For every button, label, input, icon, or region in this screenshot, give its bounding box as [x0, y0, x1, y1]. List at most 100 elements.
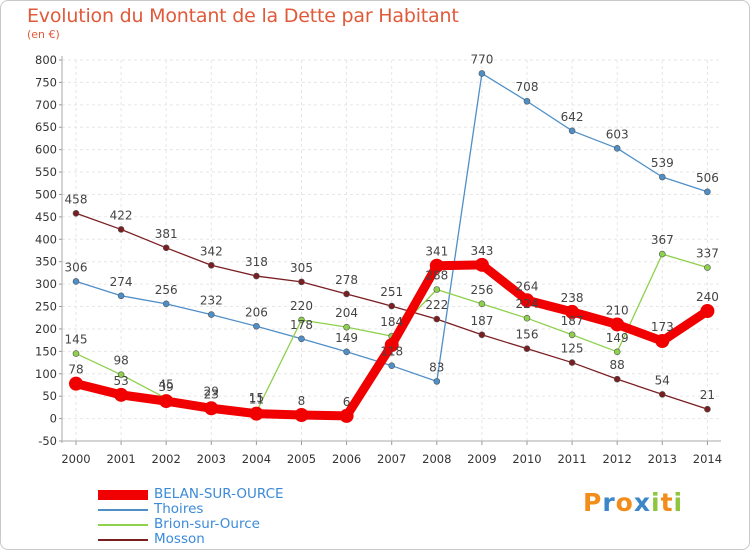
- y-tick-label: 100: [35, 367, 57, 381]
- x-tick-label: 2002: [152, 452, 181, 466]
- data-point: [523, 345, 531, 352]
- legend-swatch-thoires: [98, 509, 148, 511]
- legend-label-brion: Brion-sur-Ource: [154, 516, 260, 532]
- data-label: 305: [290, 261, 313, 275]
- y-tick-label: 650: [35, 120, 57, 134]
- legend-item-thoires[interactable]: Thoires: [98, 501, 358, 517]
- data-label: 506: [696, 171, 719, 185]
- data-point: [700, 304, 715, 319]
- data-label: 381: [155, 227, 178, 241]
- y-tick-label: 450: [35, 210, 57, 224]
- legend-swatch-belan: [98, 490, 148, 500]
- data-point: [384, 338, 399, 353]
- data-label: 341: [425, 245, 448, 259]
- data-label: 21: [700, 388, 715, 402]
- y-tick-label: 550: [35, 165, 57, 179]
- data-label: 23: [204, 387, 219, 401]
- data-point: [298, 278, 305, 286]
- data-point: [658, 250, 666, 258]
- data-point: [704, 405, 711, 413]
- y-tick-label: 250: [35, 300, 57, 314]
- data-point: [568, 359, 576, 366]
- data-label: 220: [290, 299, 313, 313]
- data-label: 603: [606, 127, 629, 141]
- y-tick-label: 600: [35, 143, 57, 157]
- data-label: 206: [245, 305, 268, 319]
- data-point: [117, 292, 125, 300]
- data-label: 8: [298, 394, 306, 408]
- data-point: [72, 209, 80, 217]
- data-point: [613, 348, 621, 356]
- data-point: [565, 304, 580, 319]
- y-tick-label: 200: [35, 322, 57, 336]
- logo-letter: r: [602, 488, 616, 517]
- data-point: [568, 127, 576, 135]
- data-label: 54: [655, 373, 670, 387]
- data-point: [478, 70, 486, 77]
- data-label: 173: [651, 320, 674, 334]
- data-label: 274: [110, 275, 133, 289]
- data-point: [159, 394, 174, 409]
- legend-swatch-mosson: [98, 539, 148, 541]
- x-tick-label: 2014: [693, 452, 722, 466]
- data-label: 15: [249, 391, 264, 405]
- data-point: [208, 261, 215, 269]
- data-label: 238: [561, 291, 584, 305]
- y-tick-label: 400: [35, 232, 57, 246]
- y-tick-label: 700: [35, 98, 57, 112]
- data-point: [433, 315, 441, 323]
- data-point: [433, 378, 441, 385]
- y-tick-label: 350: [35, 255, 57, 269]
- logo-letter: i: [673, 488, 684, 517]
- legend-item-mosson[interactable]: Mosson: [98, 531, 358, 547]
- data-label: 422: [110, 208, 133, 222]
- data-point: [298, 316, 305, 324]
- data-point: [72, 350, 80, 357]
- logo-letter: i: [651, 488, 661, 517]
- data-point: [704, 188, 711, 196]
- data-label: 204: [335, 306, 358, 320]
- logo-letter: o: [615, 488, 634, 517]
- y-tick-label: 500: [35, 187, 57, 201]
- y-tick-label: 0: [50, 412, 57, 426]
- data-point: [478, 300, 486, 308]
- y-tick-label: 800: [35, 53, 57, 67]
- logo-letter: P: [583, 488, 603, 517]
- data-point: [69, 376, 83, 391]
- legend-item-brion[interactable]: Brion-sur-Ource: [98, 516, 358, 532]
- data-point: [613, 375, 621, 383]
- data-point: [208, 311, 215, 318]
- y-tick-label: 750: [35, 75, 57, 89]
- data-point: [117, 226, 125, 233]
- grid: [62, 59, 721, 442]
- data-point: [72, 278, 80, 285]
- data-point: [658, 173, 666, 181]
- x-tick-label: 2006: [332, 452, 361, 466]
- data-point: [523, 314, 531, 322]
- x-tick-label: 2001: [106, 452, 135, 466]
- y-tick-label: -50: [38, 434, 57, 448]
- x-tick-label: 2008: [422, 452, 451, 466]
- data-point: [162, 244, 170, 252]
- data-point: [613, 145, 621, 152]
- x-tick-label: 2005: [287, 452, 316, 466]
- legend-item-belan[interactable]: BELAN-SUR-OURCE: [98, 486, 358, 502]
- data-point: [343, 348, 350, 356]
- data-label: 98: [113, 354, 128, 368]
- data-label: 145: [65, 333, 88, 347]
- data-point: [429, 258, 444, 273]
- data-point: [523, 97, 531, 105]
- axes: -50 0 50 100 150 200 250 300 350 400 450 500 550 600 6…: [35, 53, 722, 466]
- data-point: [388, 302, 396, 310]
- y-tick-label: 150: [35, 344, 57, 358]
- data-label: 187: [470, 314, 493, 328]
- data-point: [610, 317, 625, 332]
- data-point: [520, 293, 534, 308]
- data-label: 156: [516, 328, 539, 342]
- data-label: 770: [470, 52, 493, 66]
- data-label: 306: [65, 260, 88, 274]
- data-label: 240: [696, 290, 719, 304]
- logo-letter: t: [660, 488, 674, 517]
- data-label: 251: [380, 285, 403, 299]
